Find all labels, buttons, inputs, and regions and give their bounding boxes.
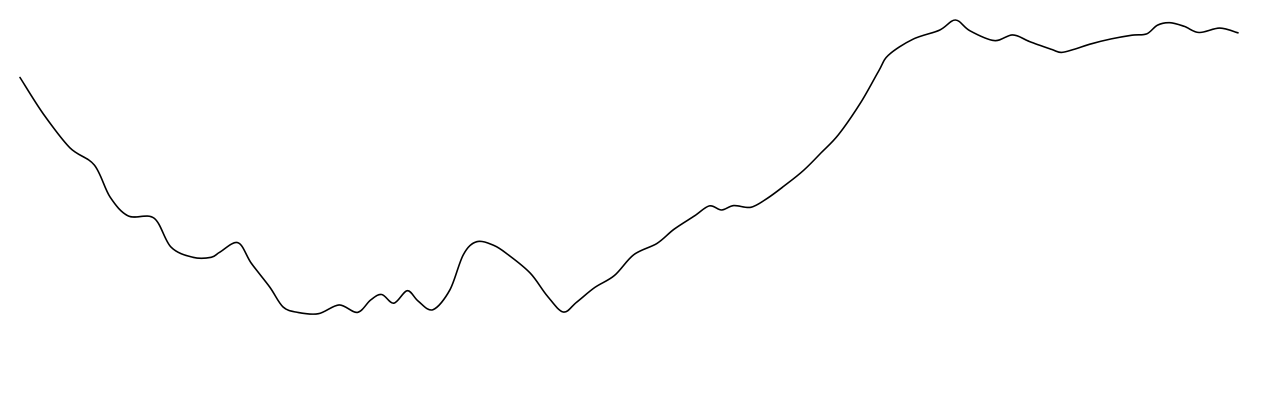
series-layer (19, 19, 1239, 315)
series-line-0 (19, 19, 1239, 315)
